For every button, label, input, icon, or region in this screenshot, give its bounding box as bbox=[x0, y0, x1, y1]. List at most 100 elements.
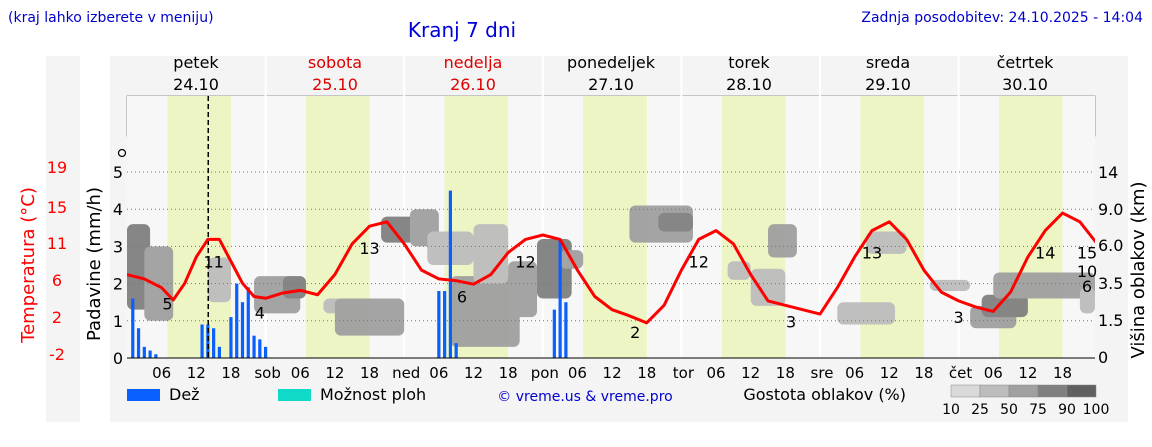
cloud-blob bbox=[768, 224, 797, 258]
cloud-height-tick: 14 bbox=[1098, 163, 1118, 182]
temperature-label: 13 bbox=[359, 239, 379, 258]
day-name: sobota bbox=[308, 53, 362, 72]
day-name: ponedeljek bbox=[567, 53, 656, 72]
wind-calm-symbol bbox=[117, 148, 127, 158]
legend-storm-label: Možnost ploh bbox=[320, 385, 426, 404]
x-day-label: čet bbox=[949, 364, 972, 382]
rain-axis-tick: 1 bbox=[113, 312, 123, 331]
rain-bar bbox=[136, 328, 141, 358]
x-tick-label: 18 bbox=[914, 364, 933, 382]
cloud-density-tick: 10 bbox=[942, 402, 960, 418]
cloud-height-tick: 9.0 bbox=[1098, 200, 1123, 219]
day-name: nedelja bbox=[444, 53, 503, 72]
temp-axis-tick: 2 bbox=[52, 308, 62, 327]
day-name: četrtek bbox=[997, 53, 1055, 72]
temperature-label: 6 bbox=[457, 288, 467, 307]
rain-axis-tick: 2 bbox=[113, 275, 123, 294]
cloud-blob bbox=[658, 212, 693, 232]
rain-axis-tick: 0 bbox=[113, 349, 123, 368]
cloud-density-swatch bbox=[950, 384, 981, 398]
temperature-label: 2 bbox=[630, 323, 640, 342]
cloud-density-tick: 50 bbox=[1000, 402, 1018, 418]
temperature-label: 11 bbox=[203, 252, 223, 271]
day-date: 24.10 bbox=[173, 75, 219, 94]
rain-axis-tick: 4 bbox=[113, 200, 123, 219]
cloud-blob bbox=[144, 246, 174, 321]
location-hint[interactable]: (kraj lahko izberete v meniju) bbox=[8, 10, 214, 26]
cloud-height-label: Višina oblakov (km) bbox=[1128, 181, 1149, 358]
rain-bar bbox=[235, 283, 239, 358]
legend-storm-swatch bbox=[278, 389, 311, 401]
page-title: Kranj 7 dni bbox=[408, 18, 516, 42]
temperature-label: 12 bbox=[689, 252, 709, 271]
x-tick-label: 12 bbox=[1018, 364, 1037, 382]
rain-bar bbox=[148, 350, 152, 358]
x-tick-label: 12 bbox=[187, 364, 206, 382]
day-date: 25.10 bbox=[312, 75, 358, 94]
x-tick-label: 18 bbox=[221, 364, 240, 382]
temperature-label: 3 bbox=[786, 312, 796, 331]
temp-axis-tick: 6 bbox=[52, 271, 62, 290]
rain-bar bbox=[206, 324, 210, 358]
cloud-density-swatch bbox=[1037, 384, 1068, 398]
temperature-label: 5 bbox=[162, 295, 172, 314]
cloud-density-swatch bbox=[1008, 384, 1039, 398]
rain-axis-tick: 5 bbox=[113, 163, 123, 182]
day-date: 27.10 bbox=[588, 75, 634, 94]
x-tick-label: 06 bbox=[845, 364, 864, 382]
cloud-height-tick: 6.0 bbox=[1098, 236, 1123, 255]
x-tick-label: 18 bbox=[360, 364, 379, 382]
cloud-height-tick: 3.5 bbox=[1098, 274, 1123, 293]
rain-bar bbox=[212, 328, 216, 358]
temp-axis-tick: 11 bbox=[47, 234, 67, 253]
day-date: 30.10 bbox=[1002, 75, 1048, 94]
rain-bar bbox=[552, 309, 556, 358]
legend-rain-label: Dež bbox=[169, 385, 200, 404]
rain-bar bbox=[246, 287, 250, 358]
cloud-height-tick: 0 bbox=[1098, 348, 1108, 367]
cloud-density-tick: 25 bbox=[971, 402, 989, 418]
cloud-blob bbox=[207, 257, 231, 303]
temperature-line bbox=[127, 211, 1095, 325]
cloud-density-swatch bbox=[979, 384, 1010, 398]
cloud-height-tick: 1.5 bbox=[1098, 311, 1123, 330]
cloud-density-legend-label: Gostota oblakov (%) bbox=[743, 385, 906, 404]
rain-bar bbox=[264, 346, 268, 358]
temp-axis-tick: 15 bbox=[47, 198, 67, 217]
rain-bar bbox=[252, 335, 256, 358]
rain-bar bbox=[437, 291, 441, 358]
x-tick-label: 12 bbox=[603, 364, 622, 382]
left-panel bbox=[46, 56, 80, 422]
temperature-label: 15 bbox=[1077, 244, 1097, 263]
x-tick-label: 06 bbox=[429, 364, 448, 382]
rain-bar bbox=[448, 190, 452, 358]
cloud-blob bbox=[750, 268, 786, 306]
temp-axis-tick: -2 bbox=[49, 345, 65, 364]
x-tick-label: 18 bbox=[499, 364, 518, 382]
x-day-label: sre bbox=[811, 364, 834, 382]
temperature-label: 14 bbox=[1035, 244, 1055, 263]
x-tick-label: 12 bbox=[325, 364, 344, 382]
x-tick-label: 12 bbox=[880, 364, 899, 382]
temp-axis-label: Temperatura (°C) bbox=[18, 187, 39, 344]
credit-link[interactable]: © vreme.us & vreme.pro bbox=[497, 389, 672, 405]
temperature-label: 3 bbox=[954, 308, 964, 327]
day-date: 26.10 bbox=[450, 75, 496, 94]
cloud-blob bbox=[837, 302, 896, 325]
x-tick-label: 06 bbox=[984, 364, 1003, 382]
temperature-label: 6 bbox=[1082, 277, 1092, 296]
rain-bar bbox=[229, 317, 233, 358]
cloud-density-tick: 90 bbox=[1058, 402, 1076, 418]
temperature-label: 12 bbox=[515, 252, 535, 271]
x-tick-label: 18 bbox=[776, 364, 795, 382]
rain-axis-label: Padavine (mm/h) bbox=[84, 187, 105, 341]
day-name: sreda bbox=[866, 53, 910, 72]
cloud-blob bbox=[1079, 287, 1095, 314]
cloud-density-tick: 100 bbox=[1083, 402, 1110, 418]
x-day-label: ned bbox=[392, 364, 420, 382]
legend-rain-swatch bbox=[127, 389, 160, 401]
rain-bar bbox=[200, 324, 204, 358]
rain-bar bbox=[443, 291, 447, 358]
temperature-label: 4 bbox=[255, 304, 265, 323]
day-date: 28.10 bbox=[726, 75, 772, 94]
